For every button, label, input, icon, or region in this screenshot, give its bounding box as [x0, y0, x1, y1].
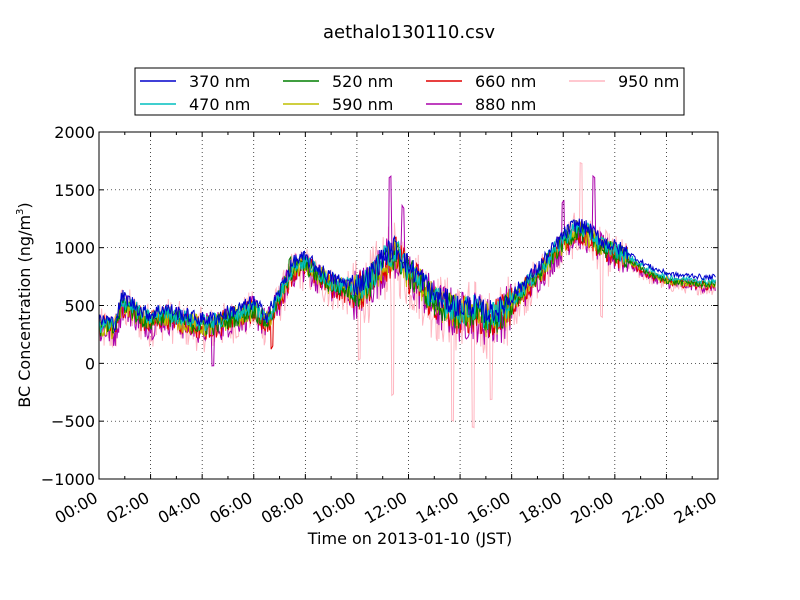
legend-label: 520 nm — [332, 72, 393, 91]
legend-label: 950 nm — [618, 72, 679, 91]
series-line — [98, 218, 716, 333]
chart-title: aethalo130110.csv — [323, 22, 495, 43]
y-axis-label-end: ) — [15, 202, 34, 208]
legend-label: 370 nm — [189, 72, 250, 91]
x-axis-label: Time on 2013-01-10 (JST) — [307, 529, 512, 548]
y-tick-label: 500 — [64, 297, 95, 316]
legend: 370 nm 470 nm 520 nm 590 nm 660 nm 880 nm 950 … — [134, 67, 685, 116]
y-tick-label: 1500 — [54, 181, 95, 200]
legend-label: 880 nm — [475, 95, 536, 114]
series-lines — [98, 161, 716, 429]
legend-label: 590 nm — [332, 95, 393, 114]
y-axis-label: BC Concentration (ng/m3) — [15, 202, 34, 407]
legend-label: 470 nm — [189, 95, 250, 114]
y-tick-label: −500 — [51, 412, 95, 431]
y-axis-label-sup: 3 — [15, 209, 26, 215]
y-tick-label: 2000 — [54, 123, 95, 142]
y-axis-label-main: BC Concentration (ng/m — [15, 215, 34, 408]
y-tick-label: 1000 — [54, 239, 95, 258]
legend-label: 660 nm — [475, 72, 536, 91]
y-tick-label: −1000 — [41, 470, 95, 489]
y-tick-label: 0 — [85, 354, 95, 373]
legend-box — [134, 67, 685, 116]
